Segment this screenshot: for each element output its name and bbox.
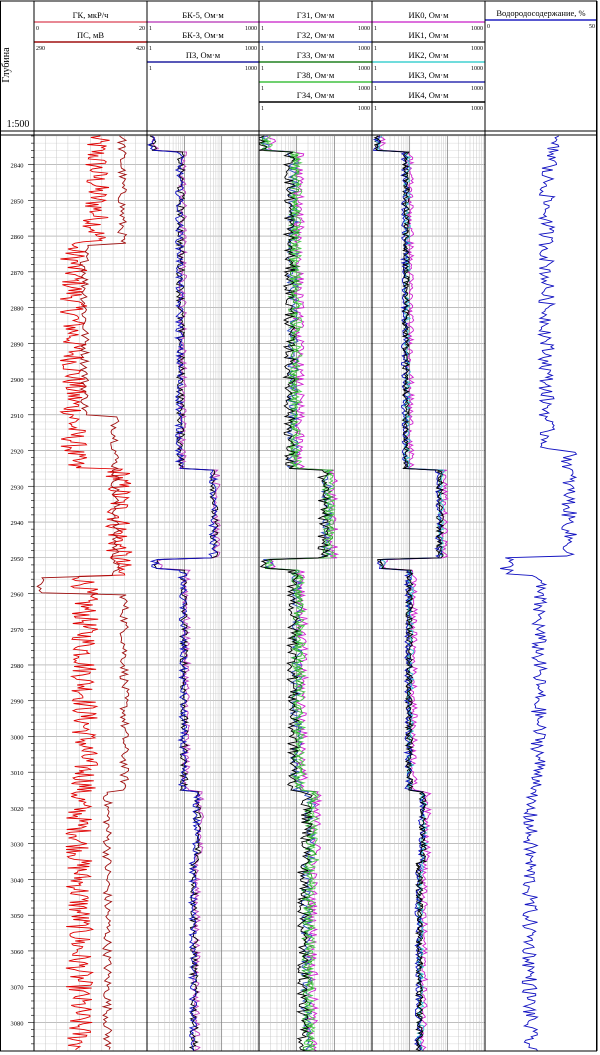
curve-header-label: ИК2, Ом·м	[408, 50, 449, 60]
curve-header-label: ИК3, Ом·м	[408, 70, 449, 80]
ik0-curve	[377, 135, 449, 1052]
ps-curve	[36, 135, 130, 1050]
depth-tick-label: 2840	[11, 163, 24, 170]
curve-header-label: ГЗ2, Ом·м	[297, 30, 335, 40]
scale-max-label: 1000	[245, 26, 257, 32]
curve-header-label: ГЗ4, Ом·м	[297, 90, 335, 100]
depth-column-title: Глубина	[1, 47, 12, 83]
depth-tick-label: 2890	[11, 341, 24, 348]
scale-max-label: 1000	[358, 26, 370, 32]
scale-min-label: 1	[261, 66, 264, 72]
scale-min-label: 0	[487, 24, 490, 30]
depth-tick-label: 3020	[11, 806, 24, 813]
depth-tick-label: 2930	[11, 484, 24, 491]
scale-max-label: 1000	[471, 46, 483, 52]
bk5-curve	[151, 135, 221, 1052]
scale-max-label: 420	[136, 46, 145, 52]
curve-header-label: БК-3, Ом·м	[182, 30, 224, 40]
depth-tick-label: 3050	[11, 913, 24, 920]
scale-max-label: 1000	[358, 106, 370, 112]
ik4-curve	[374, 135, 445, 1052]
curve-header-label: ПС, мВ	[77, 30, 104, 40]
scale-min-label: 1	[261, 26, 264, 32]
scale-min-label: 1	[374, 86, 377, 92]
depth-tick-label: 2950	[11, 556, 24, 563]
depth-tick-label: 3080	[11, 1020, 24, 1027]
scale-min-label: 1	[261, 106, 264, 112]
scale-max-label: 1000	[245, 66, 257, 72]
scale-min-label: 1	[374, 46, 377, 52]
curve-header-label: ГЗ3, Ом·м	[297, 50, 335, 60]
curve-header-label: БК-5, Ом·м	[182, 10, 224, 20]
depth-tick-label: 3040	[11, 877, 24, 884]
depth-tick-label: 2960	[11, 592, 24, 599]
depth-tick-label: 2880	[11, 306, 24, 313]
depth-tick-label: 3010	[11, 770, 24, 777]
depth-tick-label: 2990	[11, 699, 24, 706]
scale-max-label: 1000	[358, 86, 370, 92]
depth-tick-label: 2940	[11, 520, 24, 527]
hydrogen-curve	[500, 135, 578, 1052]
depth-tick-label: 2920	[11, 449, 24, 456]
scale-min-label: 1	[149, 46, 152, 52]
depth-tick-label: 3060	[11, 949, 24, 956]
ik3-curve	[372, 135, 443, 1052]
depth-tick-label: 2970	[11, 627, 24, 634]
scale-min-label: 290	[36, 46, 45, 52]
gz1-curve	[267, 135, 340, 1052]
curve-header-label: ПЗ, Ом·м	[186, 50, 221, 60]
scale-max-label: 1000	[471, 66, 483, 72]
scale-max-label: 1000	[471, 106, 483, 112]
scale-max-label: 50	[589, 24, 595, 30]
scale-min-label: 1	[261, 46, 264, 52]
curve-header-label: ГЗ1, Ом·м	[297, 10, 335, 20]
depth-tick-label: 2850	[11, 198, 24, 205]
depth-tick-label: 3070	[11, 985, 24, 992]
curve-header-label: ИК0, Ом·м	[408, 10, 449, 20]
curve-header-label: Водородосодержание, %	[496, 8, 585, 18]
depth-tick-label: 2980	[11, 663, 24, 670]
scale-max-label: 1000	[471, 26, 483, 32]
curve-header-label: ГК, мкР/ч	[73, 10, 109, 20]
scale-min-label: 1	[149, 26, 152, 32]
depth-scale-label: 1:500	[7, 119, 30, 130]
scale-min-label: 1	[261, 86, 264, 92]
depth-tick-label: 2900	[11, 377, 24, 384]
gk-curve	[59, 135, 133, 1050]
scale-min-label: 1	[149, 66, 152, 72]
gz8-curve	[261, 135, 337, 1052]
scale-max-label: 20	[139, 26, 145, 32]
scale-min-label: 1	[374, 26, 377, 32]
scale-max-label: 1000	[358, 66, 370, 72]
depth-tick-label: 3030	[11, 842, 24, 849]
gz4-curve	[258, 135, 331, 1052]
curve-header-label: ИК1, Ом·м	[408, 30, 449, 40]
curve-header-label: ГЗ8, Ом·м	[297, 70, 335, 80]
scale-max-label: 1000	[245, 46, 257, 52]
depth-tick-label: 3000	[11, 734, 24, 741]
scale-max-label: 1000	[471, 86, 483, 92]
depth-tick-label: 2910	[11, 413, 24, 420]
depth-tick-label: 2860	[11, 234, 24, 241]
scale-min-label: 0	[36, 26, 39, 32]
curve-header-label: ИК4, Ом·м	[408, 90, 449, 100]
scale-max-label: 1000	[358, 46, 370, 52]
depth-tick-label: 2870	[11, 270, 24, 277]
scale-min-label: 1	[374, 66, 377, 72]
pz-curve	[147, 135, 219, 1052]
scale-min-label: 1	[374, 106, 377, 112]
